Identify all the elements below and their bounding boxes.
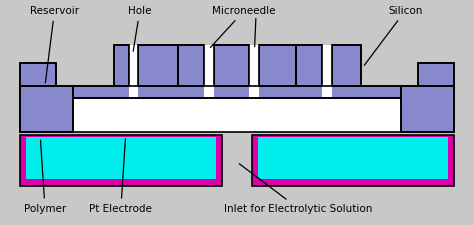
Bar	[178, 45, 204, 86]
Text: Inlet for Electrolytic Solution: Inlet for Electrolytic Solution	[224, 164, 373, 214]
Bar	[418, 63, 454, 86]
Bar	[214, 45, 249, 86]
Bar	[204, 45, 214, 132]
Bar	[252, 135, 454, 186]
Bar	[322, 45, 332, 132]
Bar	[296, 45, 322, 86]
Bar	[296, 45, 322, 86]
Bar	[401, 86, 454, 132]
Bar	[114, 45, 129, 86]
Bar	[138, 45, 178, 86]
Text: Silicon: Silicon	[365, 6, 422, 65]
Text: Pt Electrode: Pt Electrode	[90, 139, 152, 214]
Bar	[214, 45, 249, 86]
Bar	[178, 45, 204, 86]
Bar	[129, 45, 138, 132]
Bar	[114, 45, 129, 86]
Bar	[20, 63, 56, 86]
Bar	[20, 86, 73, 132]
Bar	[20, 63, 56, 86]
Bar	[73, 86, 401, 98]
Text: Microneedle: Microneedle	[210, 6, 276, 47]
Bar	[138, 45, 178, 86]
Bar	[401, 86, 454, 132]
Bar	[20, 86, 73, 132]
Text: Polymer: Polymer	[24, 140, 66, 214]
Bar	[249, 45, 259, 132]
Bar	[259, 45, 296, 86]
Bar	[20, 98, 454, 132]
Bar	[259, 45, 296, 86]
Bar	[258, 137, 448, 179]
Bar	[418, 63, 454, 86]
Bar	[332, 45, 361, 86]
Bar	[26, 137, 216, 179]
Bar	[332, 45, 361, 86]
Bar	[73, 86, 401, 98]
Text: Hole: Hole	[128, 6, 152, 51]
Text: Reservoir: Reservoir	[30, 6, 79, 83]
Bar	[20, 135, 222, 186]
